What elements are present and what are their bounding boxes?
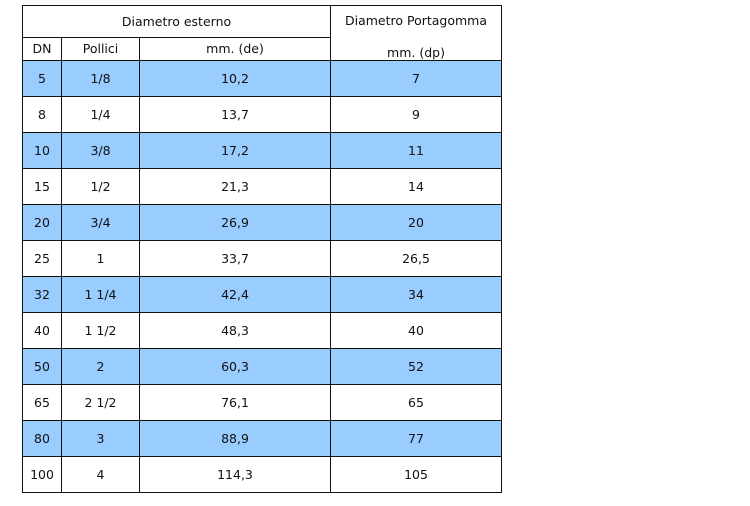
cell-de: 60,3 bbox=[139, 348, 331, 385]
table-row: 32 1 1/4 42,4 34 bbox=[22, 276, 502, 313]
cell-dp: 34 bbox=[330, 276, 502, 313]
table-row: 80 3 88,9 77 bbox=[22, 420, 502, 457]
pipe-dimensions-table: Diametro esterno Diametro Portagomma mm.… bbox=[22, 5, 502, 493]
cell-pollici: 1/8 bbox=[61, 60, 140, 97]
cell-dn: 25 bbox=[22, 240, 62, 277]
cell-dp: 26,5 bbox=[330, 240, 502, 277]
table-row: 5 1/8 10,2 7 bbox=[22, 60, 502, 97]
cell-pollici: 1/4 bbox=[61, 96, 140, 133]
cell-de: 17,2 bbox=[139, 132, 331, 169]
cell-dn: 10 bbox=[22, 132, 62, 169]
cell-dp: 52 bbox=[330, 348, 502, 385]
cell-de: 48,3 bbox=[139, 312, 331, 349]
header-mm-dp: mm. (dp) bbox=[387, 45, 445, 60]
table-row: 65 2 1/2 76,1 65 bbox=[22, 384, 502, 421]
header-dn: DN bbox=[22, 36, 62, 62]
cell-dp: 11 bbox=[330, 132, 502, 169]
cell-pollici: 1/2 bbox=[61, 168, 140, 205]
cell-dn: 40 bbox=[22, 312, 62, 349]
table-row: 50 2 60,3 52 bbox=[22, 348, 502, 385]
cell-dp: 77 bbox=[330, 420, 502, 457]
cell-de: 76,1 bbox=[139, 384, 331, 421]
cell-dp: 7 bbox=[330, 60, 502, 97]
cell-dn: 50 bbox=[22, 348, 62, 385]
table-row: 10 3/8 17,2 11 bbox=[22, 132, 502, 169]
cell-de: 26,9 bbox=[139, 204, 331, 241]
cell-de: 88,9 bbox=[139, 420, 331, 457]
cell-dp: 40 bbox=[330, 312, 502, 349]
table-row: 40 1 1/2 48,3 40 bbox=[22, 312, 502, 349]
table-row: 25 1 33,7 26,5 bbox=[22, 240, 502, 277]
cell-dp: 14 bbox=[330, 168, 502, 205]
cell-dp: 105 bbox=[330, 456, 502, 493]
cell-dp: 20 bbox=[330, 204, 502, 241]
cell-pollici: 3/4 bbox=[61, 204, 140, 241]
header-diametro-portagomma-label: Diametro Portagomma bbox=[344, 13, 488, 28]
header-diametro-esterno: Diametro esterno bbox=[22, 5, 331, 38]
cell-dn: 15 bbox=[22, 168, 62, 205]
cell-de: 33,7 bbox=[139, 240, 331, 277]
table-row: 100 4 114,3 105 bbox=[22, 456, 502, 493]
cell-dn: 20 bbox=[22, 204, 62, 241]
cell-dn: 80 bbox=[22, 420, 62, 457]
header-diametro-portagomma: Diametro Portagomma mm. (dp) bbox=[330, 5, 502, 61]
cell-dn: 100 bbox=[22, 456, 62, 493]
cell-de: 114,3 bbox=[139, 456, 331, 493]
cell-de: 10,2 bbox=[139, 60, 331, 97]
cell-de: 21,3 bbox=[139, 168, 331, 205]
cell-pollici: 2 1/2 bbox=[61, 384, 140, 421]
table-row: 20 3/4 26,9 20 bbox=[22, 204, 502, 241]
header-pollici: Pollici bbox=[61, 36, 140, 62]
cell-dn: 32 bbox=[22, 276, 62, 313]
cell-dn: 8 bbox=[22, 96, 62, 133]
cell-pollici: 4 bbox=[61, 456, 140, 493]
cell-pollici: 3/8 bbox=[61, 132, 140, 169]
cell-pollici: 1 1/2 bbox=[61, 312, 140, 349]
cell-de: 13,7 bbox=[139, 96, 331, 133]
cell-pollici: 1 bbox=[61, 240, 140, 277]
cell-dn: 65 bbox=[22, 384, 62, 421]
cell-pollici: 3 bbox=[61, 420, 140, 457]
header-mm-de: mm. (de) bbox=[139, 36, 331, 62]
cell-pollici: 2 bbox=[61, 348, 140, 385]
cell-pollici: 1 1/4 bbox=[61, 276, 140, 313]
cell-dp: 9 bbox=[330, 96, 502, 133]
table-row: 15 1/2 21,3 14 bbox=[22, 168, 502, 205]
cell-de: 42,4 bbox=[139, 276, 331, 313]
cell-dn: 5 bbox=[22, 60, 62, 97]
cell-dp: 65 bbox=[330, 384, 502, 421]
table-row: 8 1/4 13,7 9 bbox=[22, 96, 502, 133]
